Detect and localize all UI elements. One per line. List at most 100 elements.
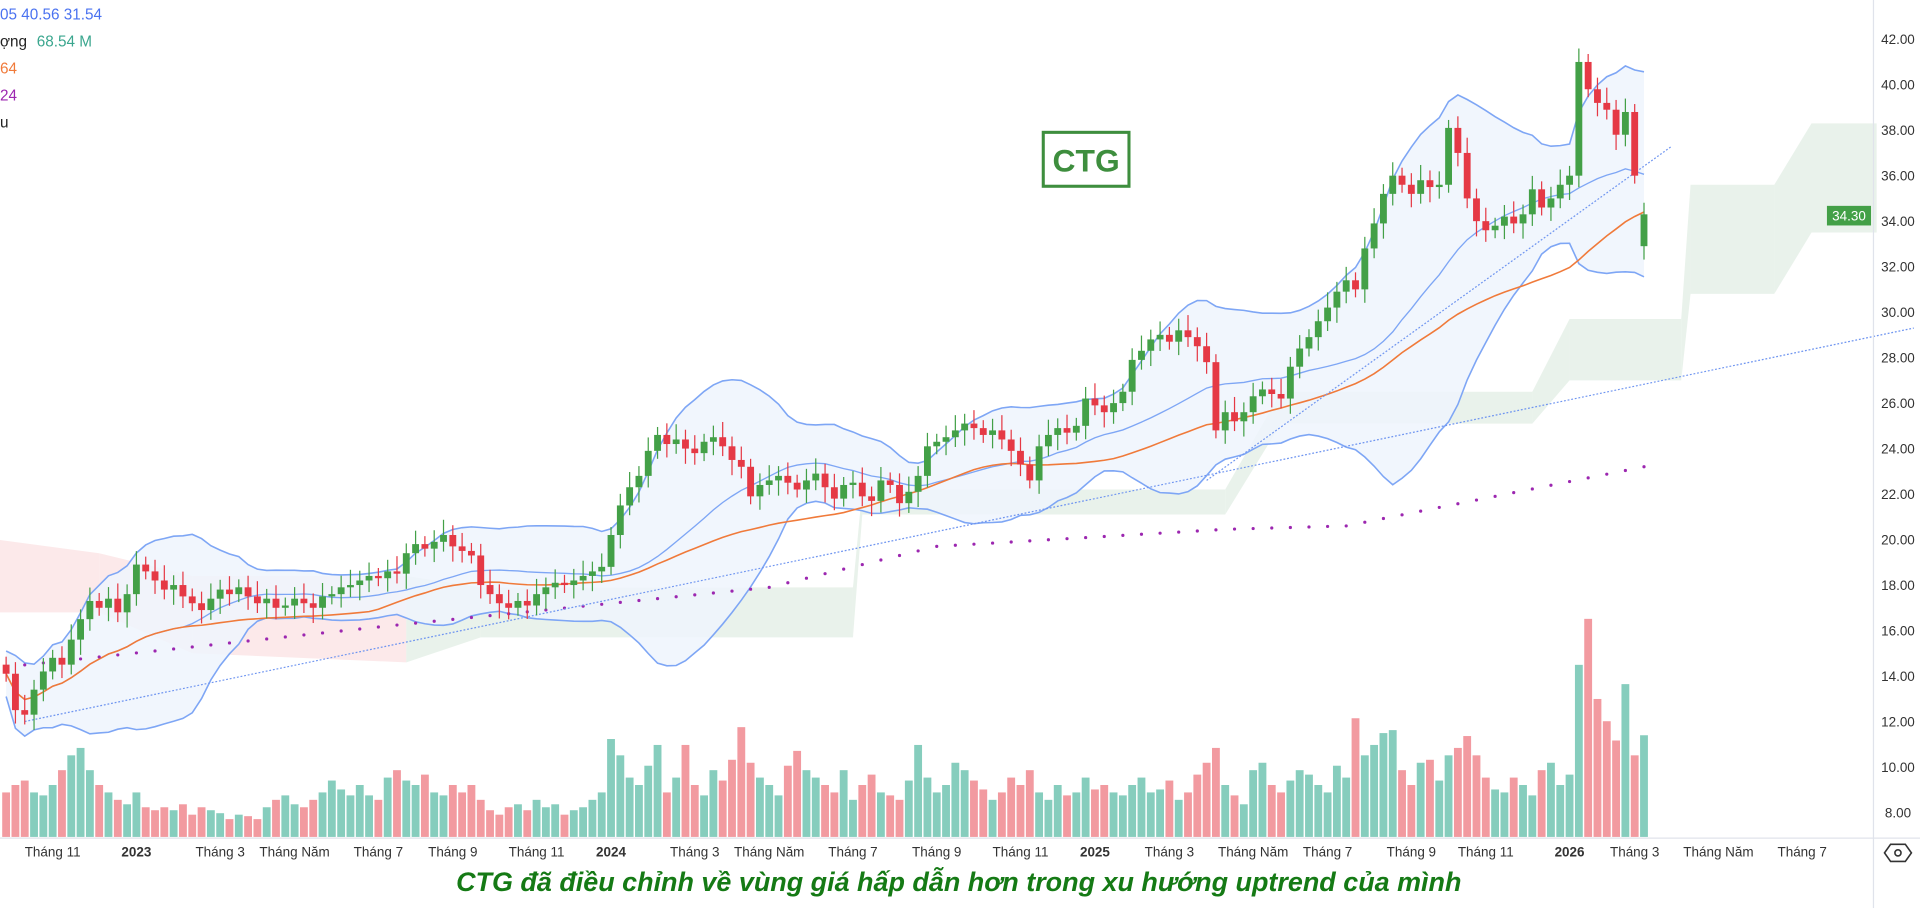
candle: [626, 472, 634, 516]
candle-body: [961, 423, 969, 431]
time-tick-label: Tháng 9: [428, 845, 477, 860]
candle-body: [1138, 350, 1145, 360]
candle-body: [1407, 184, 1415, 194]
candle: [1119, 383, 1127, 412]
candle: [67, 624, 75, 675]
candle-body: [830, 487, 838, 499]
candle-body: [747, 466, 755, 497]
candle-body: [951, 430, 959, 438]
candle: [970, 410, 978, 440]
volume-bar: [1035, 792, 1044, 837]
volume-bar: [104, 792, 113, 837]
volume-bar: [1444, 755, 1453, 837]
volume-bar: [253, 819, 262, 837]
candle-body: [12, 673, 19, 711]
candle-body: [114, 598, 122, 613]
volume-bar: [1416, 762, 1425, 837]
candle-body: [430, 541, 438, 549]
volume-bar: [1612, 740, 1620, 837]
volume-bar: [783, 765, 792, 837]
candle: [737, 446, 745, 479]
volume-bar: [1025, 770, 1034, 837]
candle-body: [719, 437, 727, 447]
candle: [1212, 354, 1220, 439]
candle-body: [1184, 330, 1192, 338]
time-tick-label: Tháng 9: [912, 845, 961, 860]
volume-bar: [1249, 770, 1258, 837]
price-tick-label: 20.00: [1881, 532, 1915, 547]
candle: [1417, 164, 1425, 204]
candle: [830, 473, 838, 511]
volume-bar: [914, 744, 923, 837]
candle-body: [1007, 439, 1015, 451]
candle-body: [1538, 189, 1546, 208]
time-tick-label: Tháng 9: [1387, 845, 1436, 860]
candle: [151, 559, 159, 594]
candle: [1631, 104, 1639, 184]
candle: [1193, 327, 1201, 362]
candle: [1510, 201, 1518, 234]
price-tick-label: 8.00: [1885, 805, 1911, 820]
candle: [1221, 400, 1229, 444]
candle-body: [858, 482, 866, 497]
volume-bar: [318, 792, 327, 837]
candle: [477, 543, 485, 599]
volume-bar: [793, 750, 802, 837]
candle: [328, 586, 336, 605]
candle-body: [486, 585, 494, 595]
volume-bar: [467, 785, 476, 837]
volume-bar: [20, 780, 29, 837]
price-axis[interactable]: 42.00 40.00 38.00 36.00 34.00 32.00 30.00 28.00…: [1881, 32, 1915, 820]
candle: [1500, 205, 1508, 240]
candle-body: [1240, 412, 1248, 422]
candle: [644, 437, 652, 488]
volume-bar: [811, 777, 820, 837]
candle: [1370, 208, 1378, 259]
candle: [449, 525, 457, 562]
candle: [1165, 326, 1173, 350]
candle: [458, 532, 466, 563]
volume-bar: [1072, 792, 1081, 837]
candle: [337, 575, 345, 608]
volume-bar: [1128, 785, 1137, 837]
volume-bar: [234, 814, 243, 837]
candle: [430, 530, 438, 563]
volume-bar: [728, 759, 736, 837]
candle-body: [412, 544, 420, 554]
candle-body: [1212, 362, 1220, 431]
volume-bar: [690, 785, 699, 837]
volume-bar: [1258, 762, 1267, 837]
long-ma-dot: [1251, 526, 1255, 531]
candle-body: [1500, 216, 1508, 226]
candle: [607, 527, 615, 575]
volume-bar: [876, 792, 885, 837]
candle-body: [263, 598, 271, 604]
candle-body: [561, 582, 568, 586]
candle: [1324, 292, 1332, 332]
long-ma-dot: [339, 629, 343, 633]
volume-bar: [607, 739, 615, 837]
volume-bar: [411, 785, 420, 837]
settings-icon[interactable]: [1883, 843, 1913, 863]
candle-body: [477, 555, 485, 586]
candle-body: [1547, 198, 1555, 208]
candle-body: [1277, 394, 1285, 399]
time-axis[interactable]: Tháng 11 2023 Tháng 3 Tháng Năm Tháng 7 Tháng…: [25, 845, 1827, 860]
candle: [105, 587, 112, 622]
candle: [1473, 188, 1480, 237]
volume-bar: [1528, 795, 1537, 837]
candle-body: [77, 619, 84, 640]
long-ma-dot: [935, 544, 939, 548]
time-tick-label: Tháng 7: [1303, 845, 1352, 860]
candle: [402, 543, 410, 589]
volume-bar: [1221, 785, 1230, 837]
candle: [272, 585, 280, 620]
legend-extra: u: [0, 114, 9, 131]
time-tick-label: Tháng 3: [670, 845, 719, 860]
time-tick-label: Tháng 3: [1610, 845, 1659, 860]
long-ma-dot: [283, 635, 287, 639]
candle: [1054, 418, 1062, 451]
long-ma-dot: [1084, 535, 1088, 540]
volume-bar: [1500, 792, 1509, 837]
